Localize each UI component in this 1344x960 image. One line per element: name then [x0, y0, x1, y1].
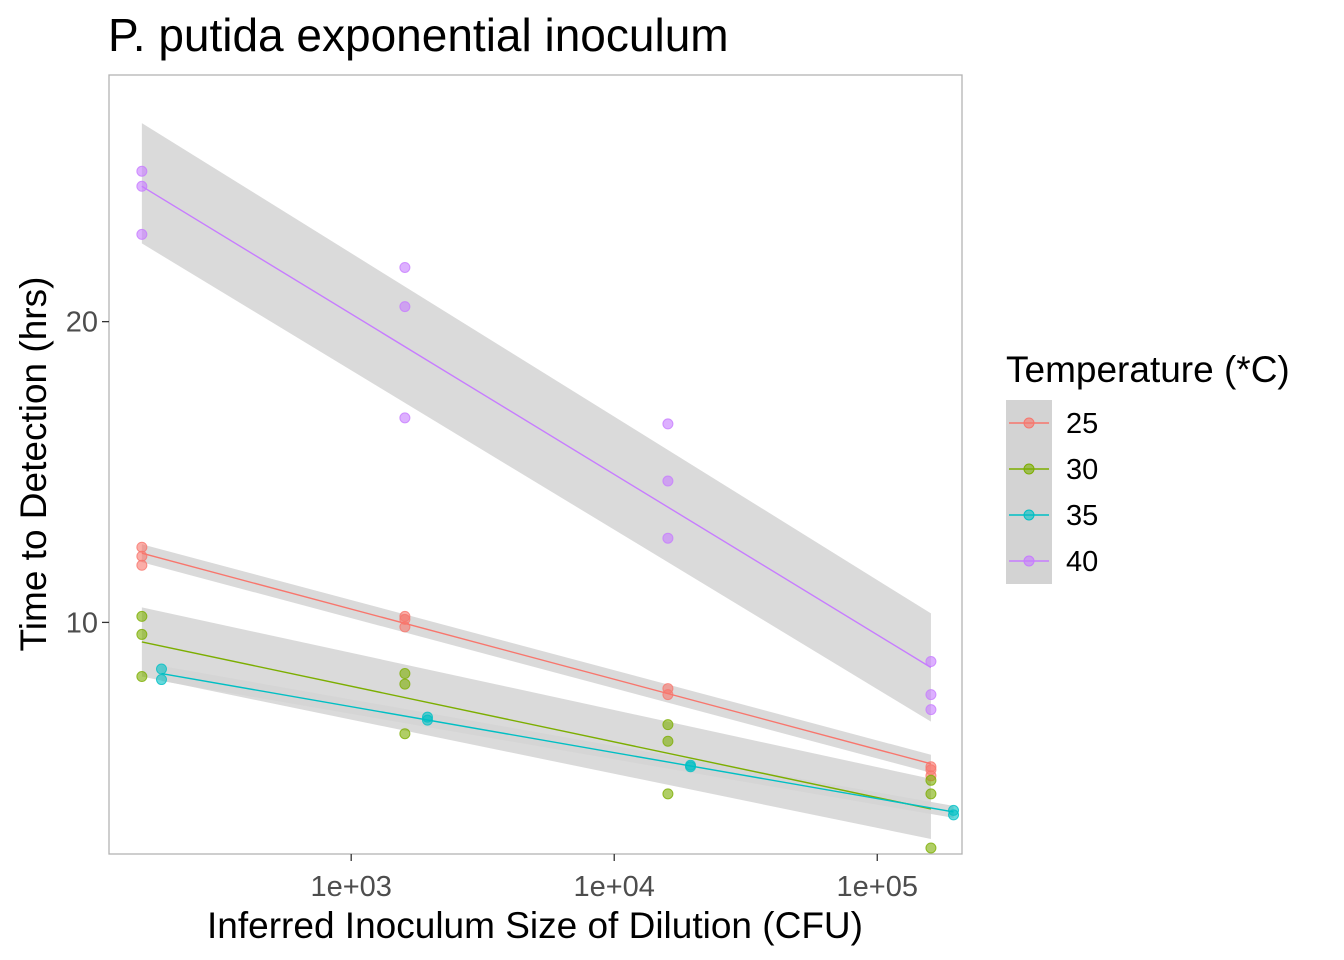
x-axis: 1e+03 1e+04 1e+05 [310, 854, 918, 903]
data-point-40 [925, 704, 937, 716]
data-point-30 [136, 628, 148, 640]
data-point-30 [399, 728, 411, 740]
data-point-35 [948, 809, 960, 821]
data-point-30 [925, 842, 937, 854]
data-point-40 [662, 475, 674, 487]
legend-marker-25 [1023, 417, 1035, 429]
data-point-25 [136, 550, 148, 562]
data-point-40 [399, 301, 411, 313]
data-point-30 [662, 788, 674, 800]
data-point-40 [662, 418, 674, 430]
data-point-40 [925, 689, 937, 701]
legend: Temperature (*C) 25 30 35 40 [1006, 349, 1290, 584]
x-tick-label: 1e+03 [310, 871, 391, 903]
data-point-30 [136, 610, 148, 622]
data-point-40 [136, 228, 148, 240]
data-point-30 [662, 735, 674, 747]
legend-title: Temperature (*C) [1006, 349, 1290, 390]
y-axis: 10 20 [66, 307, 109, 639]
x-axis-label: Inferred Inoculum Size of Dilution (CFU) [207, 905, 863, 946]
confidence-band-30 [141, 607, 931, 839]
data-point-35 [155, 674, 167, 686]
legend-marker-40 [1023, 555, 1035, 567]
y-axis-label: Time to Detection (hrs) [13, 277, 54, 652]
data-point-30 [925, 788, 937, 800]
data-point-30 [136, 671, 148, 683]
legend-label-35: 35 [1066, 500, 1098, 532]
data-point-25 [136, 541, 148, 553]
legend-label-25: 25 [1066, 408, 1098, 440]
data-point-40 [399, 412, 411, 424]
data-point-35 [155, 663, 167, 675]
x-tick-label: 1e+05 [837, 871, 918, 903]
data-point-35 [421, 714, 433, 726]
confidence-band-40 [141, 123, 931, 722]
y-tick-label: 10 [66, 607, 98, 639]
data-point-30 [662, 719, 674, 731]
data-point-30 [925, 774, 937, 786]
legend-marker-35 [1023, 509, 1035, 521]
confidence-bands [141, 123, 954, 839]
x-tick-label: 1e+04 [573, 871, 654, 903]
data-points [136, 165, 960, 854]
data-point-25 [136, 559, 148, 571]
fit-lines [141, 185, 954, 813]
fit-line-40 [141, 185, 932, 669]
chart-title: P. putida exponential inoculum [108, 9, 729, 61]
legend-label-40: 40 [1066, 546, 1098, 578]
data-point-40 [136, 165, 148, 177]
data-point-25 [399, 621, 411, 633]
confidence-band-35 [161, 666, 954, 818]
data-point-40 [662, 532, 674, 544]
data-point-30 [399, 668, 411, 680]
data-point-35 [685, 761, 697, 773]
data-point-25 [662, 689, 674, 701]
fit-line-25 [141, 552, 932, 765]
data-point-40 [925, 656, 937, 668]
fit-line-35 [161, 672, 954, 813]
fit-line-30 [141, 641, 932, 810]
data-point-40 [399, 261, 411, 273]
y-tick-label: 20 [66, 307, 98, 339]
legend-marker-30 [1023, 463, 1035, 475]
data-point-30 [399, 678, 411, 690]
data-point-40 [136, 180, 148, 192]
legend-label-30: 30 [1066, 454, 1098, 486]
legend-key-background [1006, 400, 1052, 584]
